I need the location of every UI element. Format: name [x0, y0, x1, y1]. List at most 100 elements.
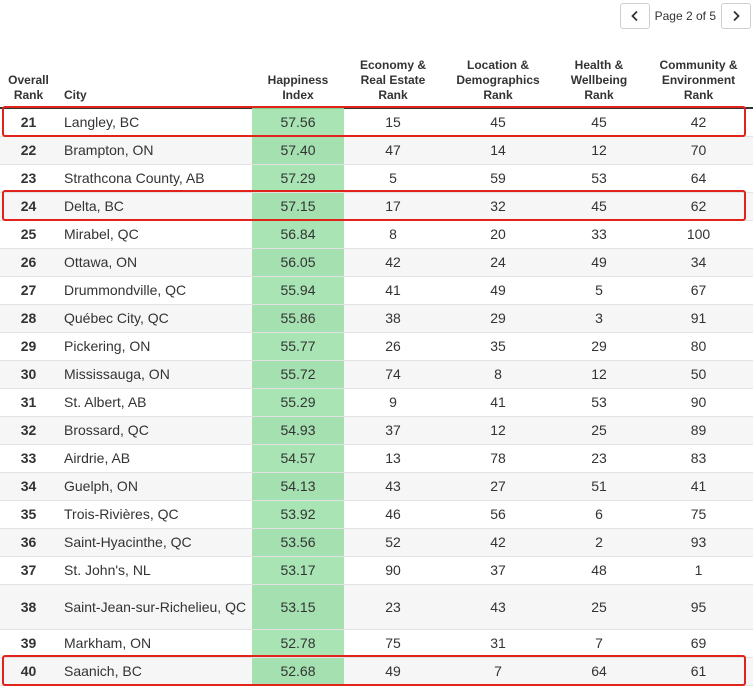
cell-health-rank: 53 [554, 164, 644, 193]
table-row[interactable]: 22 Brampton, ON 57.40 47 14 12 70 [0, 136, 753, 165]
cell-community-rank: 75 [644, 500, 753, 529]
cell-community-rank: 89 [644, 416, 753, 445]
table-row[interactable]: 29 Pickering, ON 55.77 26 35 29 80 [0, 332, 753, 361]
table-row[interactable]: 26 Ottawa, ON 56.05 42 24 49 34 [0, 248, 753, 277]
cell-happiness-index: 53.92 [252, 500, 344, 529]
table-row[interactable]: 24 Delta, BC 57.15 17 32 45 62 [0, 192, 753, 221]
cell-city: Mirabel, QC [57, 220, 252, 249]
table-row[interactable]: 34 Guelph, ON 54.13 43 27 51 41 [0, 472, 753, 501]
cell-overall-rank: 38 [0, 584, 57, 630]
cell-health-rank: 33 [554, 220, 644, 249]
rankings-table: Overall Rank City Happiness Index Economy … [0, 52, 753, 686]
cell-community-rank: 67 [644, 276, 753, 305]
cell-happiness-index: 55.86 [252, 304, 344, 333]
cell-city: Markham, ON [57, 629, 252, 658]
cell-economy-rank: 47 [344, 136, 442, 165]
cell-community-rank: 80 [644, 332, 753, 361]
cell-health-rank: 48 [554, 556, 644, 585]
cell-economy-rank: 52 [344, 528, 442, 557]
cell-happiness-index: 53.15 [252, 584, 344, 630]
cell-health-rank: 12 [554, 136, 644, 165]
cell-overall-rank: 27 [0, 276, 57, 305]
table-row[interactable]: 28 Québec City, QC 55.86 38 29 3 91 [0, 304, 753, 333]
cell-city: Saanich, BC [57, 657, 252, 686]
cell-overall-rank: 32 [0, 416, 57, 445]
header-overall-rank[interactable]: Overall Rank [0, 52, 57, 109]
table-row[interactable]: 25 Mirabel, QC 56.84 8 20 33 100 [0, 220, 753, 249]
table-row[interactable]: 40 Saanich, BC 52.68 49 7 64 61 [0, 657, 753, 686]
header-label-line: Happiness [267, 73, 329, 87]
cell-economy-rank: 74 [344, 360, 442, 389]
cell-overall-rank: 21 [0, 108, 57, 137]
cell-health-rank: 51 [554, 472, 644, 501]
cell-community-rank: 41 [644, 472, 753, 501]
table-row[interactable]: 32 Brossard, QC 54.93 37 12 25 89 [0, 416, 753, 445]
header-label-line: Rank [483, 88, 513, 102]
cell-health-rank: 49 [554, 248, 644, 277]
table-row[interactable]: 23 Strathcona County, AB 57.29 5 59 53 64 [0, 164, 753, 193]
prev-page-button[interactable] [619, 3, 650, 29]
cell-happiness-index: 57.29 [252, 164, 344, 193]
cell-city: Pickering, ON [57, 332, 252, 361]
cell-location-rank: 20 [442, 220, 554, 249]
header-community-rank[interactable]: Community & Environment Rank [644, 52, 753, 109]
table-row[interactable]: 35 Trois-Rivières, QC 53.92 46 56 6 75 [0, 500, 753, 529]
cell-city: Delta, BC [57, 192, 252, 221]
cell-location-rank: 8 [442, 360, 554, 389]
cell-location-rank: 29 [442, 304, 554, 333]
table-row[interactable]: 30 Mississauga, ON 55.72 74 8 12 50 [0, 360, 753, 389]
table-row[interactable]: 38 Saint-Jean-sur-Richelieu, QC 53.15 23 43 2… [0, 584, 753, 630]
cell-overall-rank: 34 [0, 472, 57, 501]
table-row[interactable]: 31 St. Albert, AB 55.29 9 41 53 90 [0, 388, 753, 417]
header-label-line: Environment [661, 73, 736, 87]
cell-city: Airdrie, AB [57, 444, 252, 473]
header-label-line: City [64, 88, 87, 102]
next-page-button[interactable] [721, 3, 751, 29]
cell-health-rank: 45 [554, 192, 644, 221]
cell-happiness-index: 54.13 [252, 472, 344, 501]
header-health-rank[interactable]: Health & Wellbeing Rank [554, 52, 644, 109]
header-happiness-index[interactable]: Happiness Index [252, 52, 344, 109]
cell-happiness-index: 55.72 [252, 360, 344, 389]
cell-health-rank: 25 [554, 416, 644, 445]
cell-community-rank: 42 [644, 108, 753, 137]
table-row[interactable]: 39 Markham, ON 52.78 75 31 7 69 [0, 629, 753, 658]
cell-location-rank: 42 [442, 528, 554, 557]
header-city[interactable]: City [57, 52, 252, 109]
cell-city: Drummondville, QC [57, 276, 252, 305]
cell-economy-rank: 9 [344, 388, 442, 417]
table-row[interactable]: 37 St. John's, NL 53.17 90 37 48 1 [0, 556, 753, 585]
cell-community-rank: 83 [644, 444, 753, 473]
cell-health-rank: 3 [554, 304, 644, 333]
header-economy-rank[interactable]: Economy & Real Estate Rank [344, 52, 442, 109]
cell-city: Brossard, QC [57, 416, 252, 445]
cell-overall-rank: 22 [0, 136, 57, 165]
cell-economy-rank: 43 [344, 472, 442, 501]
table-row[interactable]: 27 Drummondville, QC 55.94 41 49 5 67 [0, 276, 753, 305]
cell-overall-rank: 28 [0, 304, 57, 333]
cell-happiness-index: 56.05 [252, 248, 344, 277]
header-label-line: Index [282, 88, 314, 102]
cell-community-rank: 95 [644, 584, 753, 630]
cell-overall-rank: 36 [0, 528, 57, 557]
chevron-left-icon [630, 10, 638, 22]
cell-health-rank: 6 [554, 500, 644, 529]
cell-overall-rank: 35 [0, 500, 57, 529]
cell-location-rank: 78 [442, 444, 554, 473]
cell-location-rank: 45 [442, 108, 554, 137]
cell-community-rank: 1 [644, 556, 753, 585]
table-row[interactable]: 36 Saint-Hyacinthe, QC 53.56 52 42 2 93 [0, 528, 753, 557]
table-row[interactable]: 21 Langley, BC 57.56 15 45 45 42 [0, 108, 753, 137]
cell-overall-rank: 37 [0, 556, 57, 585]
cell-community-rank: 93 [644, 528, 753, 557]
cell-health-rank: 7 [554, 629, 644, 658]
header-location-rank[interactable]: Location & Demographics Rank [442, 52, 554, 109]
cell-happiness-index: 57.56 [252, 108, 344, 137]
cell-economy-rank: 38 [344, 304, 442, 333]
cell-economy-rank: 75 [344, 629, 442, 658]
cell-happiness-index: 55.77 [252, 332, 344, 361]
table-row[interactable]: 33 Airdrie, AB 54.57 13 78 23 83 [0, 444, 753, 473]
cell-community-rank: 70 [644, 136, 753, 165]
header-label-line: Rank [683, 88, 714, 102]
